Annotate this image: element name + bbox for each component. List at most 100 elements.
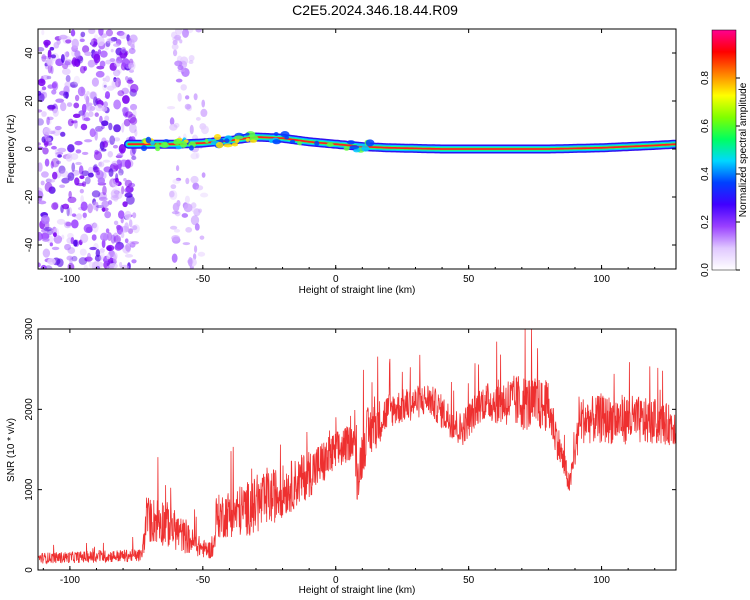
colorbar-tick-label: 0.4 bbox=[700, 167, 711, 181]
noise-blob bbox=[76, 213, 83, 221]
noise-blob bbox=[119, 32, 128, 40]
noise-blob bbox=[129, 116, 138, 125]
noise-blob bbox=[74, 50, 81, 58]
noise-blob bbox=[191, 207, 197, 213]
noise-blob bbox=[38, 79, 45, 84]
noise-blob bbox=[173, 228, 181, 233]
noise-blob bbox=[124, 210, 132, 221]
noise-blob bbox=[113, 137, 121, 142]
noise-blob bbox=[86, 91, 90, 95]
noise-blob bbox=[51, 89, 57, 95]
noise-blob bbox=[121, 58, 130, 68]
noise-blob bbox=[110, 234, 116, 244]
noise-blob bbox=[47, 49, 52, 60]
noise-blob bbox=[91, 77, 99, 87]
noise-blob bbox=[51, 157, 60, 168]
noise-blob bbox=[73, 239, 78, 247]
noise-blob bbox=[94, 261, 104, 269]
noise-blob bbox=[110, 189, 120, 199]
noise-blob bbox=[44, 158, 50, 167]
snr-ytick-label: 0 bbox=[24, 567, 35, 573]
noise-blob bbox=[184, 103, 191, 110]
noise-blob bbox=[183, 203, 193, 213]
noise-blob bbox=[131, 225, 138, 231]
signal-spot bbox=[297, 141, 303, 146]
noise-blob bbox=[41, 111, 47, 117]
noise-blob bbox=[171, 234, 180, 242]
noise-blob bbox=[41, 86, 47, 91]
noise-blob bbox=[113, 235, 122, 244]
noise-blob bbox=[112, 69, 121, 77]
noise-blob bbox=[108, 168, 114, 177]
noise-blob bbox=[169, 117, 175, 126]
noise-blob bbox=[87, 203, 93, 214]
noise-blob bbox=[124, 222, 129, 233]
signal-spot bbox=[141, 144, 148, 152]
noise-blob bbox=[46, 75, 52, 80]
noise-blob bbox=[61, 177, 70, 184]
noise-blob bbox=[113, 60, 121, 67]
noise-blob bbox=[195, 185, 204, 191]
noise-blob bbox=[190, 215, 200, 226]
noise-blob bbox=[104, 75, 111, 83]
noise-blob bbox=[190, 152, 199, 160]
signal-spot bbox=[245, 137, 250, 142]
noise-blob bbox=[169, 190, 175, 198]
noise-blob bbox=[89, 105, 96, 111]
noise-blob bbox=[171, 253, 178, 263]
signal-spot bbox=[215, 141, 224, 149]
spectrogram-ytick-label: 20 bbox=[24, 95, 35, 107]
noise-blob bbox=[80, 31, 86, 38]
noise-blob bbox=[38, 109, 43, 113]
noise-blob bbox=[62, 203, 70, 210]
noise-blob bbox=[87, 166, 94, 175]
noise-blob bbox=[43, 39, 51, 46]
noise-blob bbox=[38, 78, 46, 87]
noise-blob bbox=[112, 144, 119, 149]
noise-blob bbox=[179, 39, 183, 44]
noise-blob bbox=[81, 170, 90, 177]
noise-blob bbox=[113, 220, 119, 226]
noise-blob bbox=[51, 246, 60, 251]
noise-blob bbox=[55, 98, 65, 103]
noise-blob bbox=[49, 46, 55, 51]
signal-spot bbox=[349, 145, 360, 150]
noise-blob bbox=[41, 228, 50, 234]
noise-blob bbox=[109, 135, 115, 146]
noise-blob bbox=[99, 254, 104, 261]
noise-blob bbox=[127, 228, 134, 234]
noise-blob bbox=[84, 256, 93, 262]
noise-blob bbox=[124, 76, 129, 81]
noise-blob bbox=[112, 187, 121, 194]
colorbar-tick-label: 0.6 bbox=[700, 119, 711, 133]
noise-blob bbox=[185, 177, 190, 185]
noise-blob bbox=[200, 192, 209, 198]
signal-spot bbox=[314, 140, 320, 147]
noise-blob bbox=[80, 195, 84, 204]
noise-blob bbox=[129, 38, 135, 49]
noise-blob bbox=[200, 108, 208, 118]
noise-blob bbox=[38, 233, 42, 241]
noise-blob bbox=[97, 161, 105, 168]
noise-blob bbox=[92, 166, 100, 173]
noise-blob bbox=[166, 106, 176, 110]
noise-blob bbox=[53, 232, 57, 238]
noise-blob bbox=[85, 102, 93, 106]
noise-blob bbox=[131, 259, 137, 264]
noise-blob bbox=[99, 50, 108, 58]
signal-spot bbox=[365, 139, 375, 147]
noise-blob bbox=[79, 38, 85, 43]
noise-blob bbox=[80, 233, 89, 244]
spectrogram-axes: -100 -50 0 50 100 40 20 0 -20 -40 bbox=[24, 29, 676, 285]
noise-blob bbox=[75, 149, 82, 154]
noise-blob bbox=[48, 186, 56, 194]
noise-blob bbox=[88, 110, 94, 118]
noise-blob bbox=[87, 172, 94, 178]
snr-background bbox=[38, 329, 676, 570]
noise-blob bbox=[122, 201, 128, 208]
noise-blob bbox=[81, 151, 89, 155]
noise-blob bbox=[98, 29, 104, 36]
noise-blob bbox=[91, 190, 101, 198]
noise-blob bbox=[52, 128, 61, 136]
snr-series-line bbox=[38, 329, 676, 565]
